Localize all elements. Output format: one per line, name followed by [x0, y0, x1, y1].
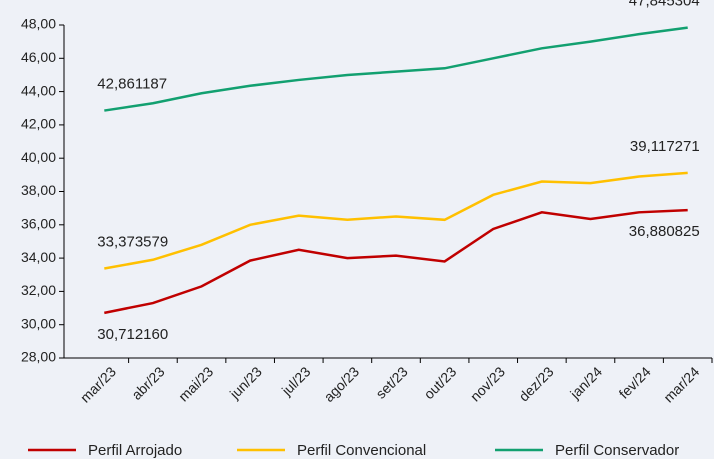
x-tick-label: jun/23 — [226, 363, 265, 402]
x-tick-label: set/23 — [372, 363, 410, 401]
y-tick-label: 28,00 — [21, 349, 56, 365]
data-label: 39,117271 — [630, 138, 700, 155]
data-label: 30,712160 — [97, 326, 168, 343]
data-label: 47,845304 — [629, 0, 700, 10]
x-tick-label: ago/23 — [321, 363, 363, 405]
y-tick-label: 36,00 — [21, 216, 56, 232]
y-tick-label: 46,00 — [21, 49, 56, 65]
x-tick-label: mar/23 — [77, 363, 119, 405]
series-line — [104, 208, 688, 315]
series-line — [104, 26, 688, 112]
legend-label: Perfil Arrojado — [88, 442, 182, 459]
x-tick-label: abr/23 — [128, 363, 168, 403]
x-tick-label: nov/23 — [467, 363, 508, 404]
y-tick-label: 44,00 — [21, 82, 56, 98]
y-tick-label: 30,00 — [21, 315, 56, 331]
data-label: 36,880825 — [629, 223, 700, 240]
x-tick-label: mar/24 — [660, 363, 702, 405]
y-tick-label: 32,00 — [21, 282, 56, 298]
x-tick-label: dez/23 — [516, 363, 557, 404]
data-label: 42,861187 — [97, 76, 167, 93]
x-tick-label: fev/24 — [616, 363, 654, 401]
y-tick-label: 42,00 — [21, 116, 56, 132]
series-line — [104, 171, 688, 270]
legend-label: Perfil Convencional — [297, 442, 426, 459]
y-tick-label: 34,00 — [21, 249, 56, 265]
x-tick-label: out/23 — [421, 363, 460, 402]
y-tick-label: 48,00 — [21, 16, 56, 32]
y-tick-label: 40,00 — [21, 149, 56, 165]
x-tick-label: jan/24 — [566, 363, 605, 402]
x-tick-label: jul/23 — [278, 363, 314, 399]
x-tick-label: mai/23 — [175, 363, 216, 404]
data-label: 33,373579 — [97, 233, 168, 250]
legend-label: Perfil Conservador — [555, 442, 679, 459]
y-tick-label: 38,00 — [21, 182, 56, 198]
